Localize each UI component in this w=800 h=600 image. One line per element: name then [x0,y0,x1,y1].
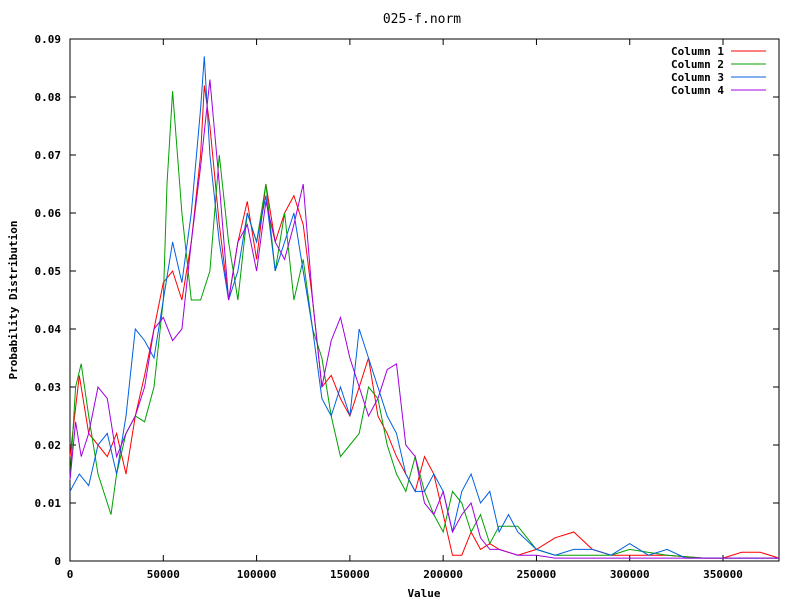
x-tick-label: 0 [67,568,74,581]
legend-label: Column 1 [671,45,724,58]
y-tick-label: 0 [54,555,61,568]
y-axis: 0 0.01 0.02 0.03 0.04 0.05 0.06 0.07 0.08 0.09 [35,33,779,568]
y-tick-label: 0.08 [35,91,62,104]
y-tick-label: 0.09 [35,33,62,46]
y-tick-label: 0.07 [35,149,62,162]
plot-frame [69,38,780,562]
series-lines [69,56,780,559]
legend-label: Column 4 [671,84,724,97]
y-tick-label: 0.06 [35,207,62,220]
y-tick-label: 0.05 [35,265,62,278]
series-line-2 [69,91,779,559]
y-tick-label: 0.04 [35,323,62,336]
x-axis-label: Value [407,587,440,600]
y-tick-label: 0.03 [35,381,62,394]
series-line-3 [69,56,779,559]
y-tick-label: 0.01 [35,497,62,510]
x-tick-label: 200000 [423,568,463,581]
y-axis-label: Probability Distribution [7,221,20,380]
legend-label: Column 3 [671,71,724,84]
series-line-4 [69,79,779,559]
legend-label: Column 2 [671,58,724,71]
x-tick-label: 250000 [517,568,557,581]
x-tick-label: 350000 [703,568,743,581]
plot-border [69,38,780,562]
x-tick-label: 50000 [147,568,180,581]
x-tick-label: 100000 [237,568,277,581]
x-axis: 0 50000 100000 150000 200000 250000 300000 3500… [67,39,743,581]
chart-title: 025-f.norm [383,12,461,27]
series-line-1 [69,85,780,559]
x-tick-label: 150000 [330,568,370,581]
y-tick-label: 0.02 [35,439,62,452]
x-tick-label: 300000 [610,568,650,581]
